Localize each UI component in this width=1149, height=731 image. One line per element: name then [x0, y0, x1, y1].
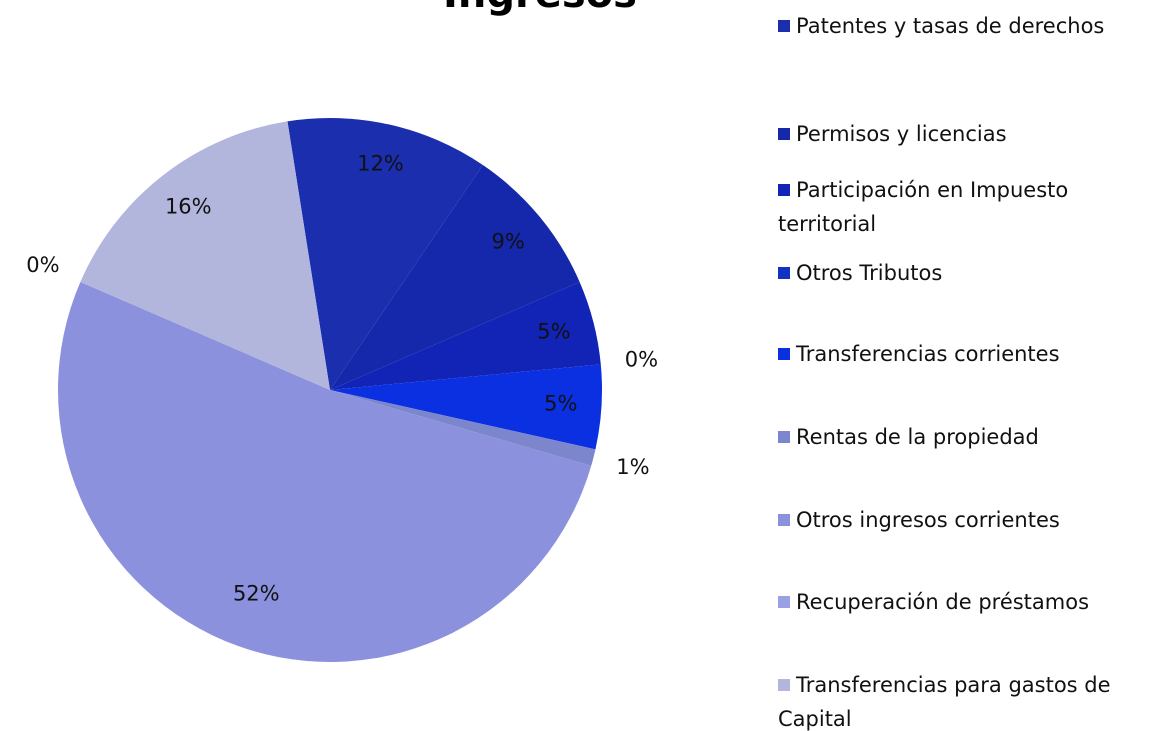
data-label: 0% — [26, 253, 59, 277]
legend-label: Otros Tributos — [796, 261, 943, 285]
legend-item: Otros ingresos corrientes — [778, 503, 1138, 537]
legend-swatch — [778, 679, 790, 691]
data-label: 52% — [233, 582, 280, 606]
legend-label: Transferencias para gastos de Capital — [778, 673, 1111, 731]
data-label: 5% — [537, 320, 570, 344]
legend-item: Transferencias corrientes — [778, 337, 1138, 371]
legend-label: Patentes y tasas de derechos — [796, 14, 1105, 38]
data-label: 1% — [616, 455, 649, 479]
data-label: 12% — [357, 151, 404, 175]
legend-swatch — [778, 267, 790, 279]
pie-slice — [330, 364, 602, 450]
pie-slice — [80, 121, 330, 391]
pie-slice — [287, 118, 483, 391]
legend-item: Patentes y tasas de derechos — [778, 9, 1138, 43]
legend-label: Recuperación de préstamos — [796, 590, 1090, 614]
legend-item: Otros Tributos — [778, 256, 1138, 290]
legend-item: Permisos y licencias — [778, 117, 1138, 151]
legend-item: Rentas de la propiedad — [778, 420, 1138, 454]
pie-slice — [330, 390, 596, 466]
pie-slice — [330, 281, 601, 390]
pie-slice — [330, 165, 580, 390]
data-label: 0% — [625, 348, 658, 372]
legend-swatch — [778, 128, 790, 140]
legend-label: Participación en Impuesto territorial — [778, 178, 1069, 236]
legend-label: Otros ingresos corrientes — [796, 508, 1060, 532]
pie-slice — [80, 281, 330, 390]
legend-item: Recuperación de préstamos — [778, 585, 1138, 619]
legend-item: Transferencias para gastos de Capital — [778, 668, 1138, 731]
legend-label: Rentas de la propiedad — [796, 425, 1039, 449]
legend-swatch — [778, 514, 790, 526]
data-label: 16% — [165, 194, 212, 218]
data-label: 9% — [491, 230, 524, 254]
legend-item: Participación en Impuesto territorial — [778, 173, 1138, 241]
data-label: 5% — [544, 392, 577, 416]
legend-swatch — [778, 348, 790, 360]
legend-swatch — [778, 20, 790, 32]
pie-slice — [57, 281, 592, 663]
legend-label: Permisos y licencias — [796, 122, 1007, 146]
legend-label: Transferencias corrientes — [796, 342, 1060, 366]
legend-swatch — [778, 431, 790, 443]
chart-title: Ingresos — [443, 0, 637, 17]
legend-swatch — [778, 184, 790, 196]
legend-swatch — [778, 596, 790, 608]
